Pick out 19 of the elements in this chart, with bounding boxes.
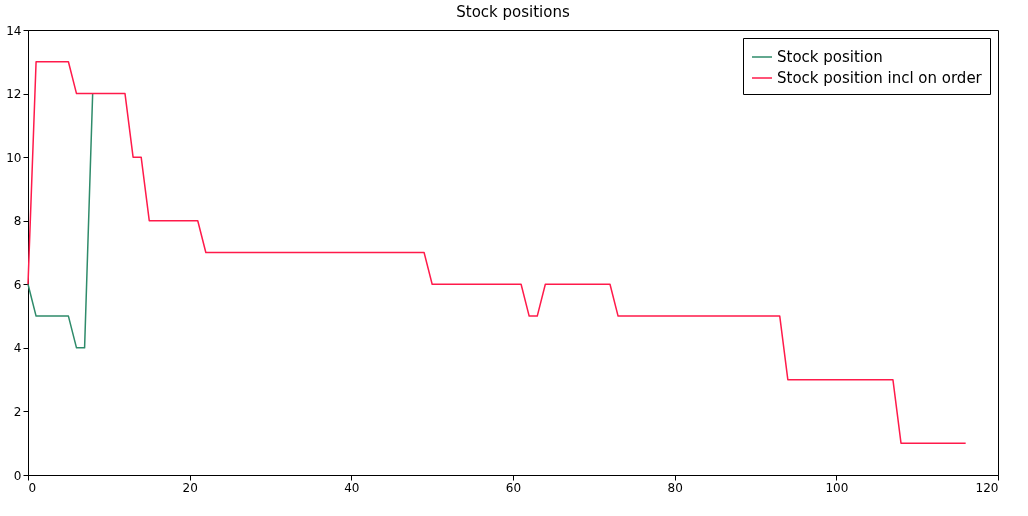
- x-tick-label: 40: [344, 480, 360, 495]
- line-series: [27, 92, 94, 349]
- y-tick-label: 12: [6, 87, 22, 102]
- y-tick-label: 2: [13, 404, 22, 419]
- x-tick-label: 60: [505, 480, 522, 495]
- legend-label: Stock position incl on order: [777, 69, 983, 87]
- y-tick-label: 0: [13, 468, 22, 483]
- x-tick-label: 100: [825, 480, 849, 495]
- x-tick-label: 20: [182, 480, 198, 495]
- y-tick-label: 10: [6, 150, 22, 165]
- x-tick-label: 80: [667, 480, 683, 495]
- legend-label: Stock position: [777, 48, 883, 66]
- chart-title: Stock positions: [456, 3, 570, 21]
- y-tick-label: 4: [13, 341, 22, 356]
- y-tick-label: 8: [13, 214, 22, 229]
- x-tick-label: 0: [28, 480, 37, 495]
- x-tick-label: 120: [975, 480, 999, 495]
- y-tick-label: 14: [6, 23, 22, 38]
- y-tick-label: 6: [13, 277, 22, 292]
